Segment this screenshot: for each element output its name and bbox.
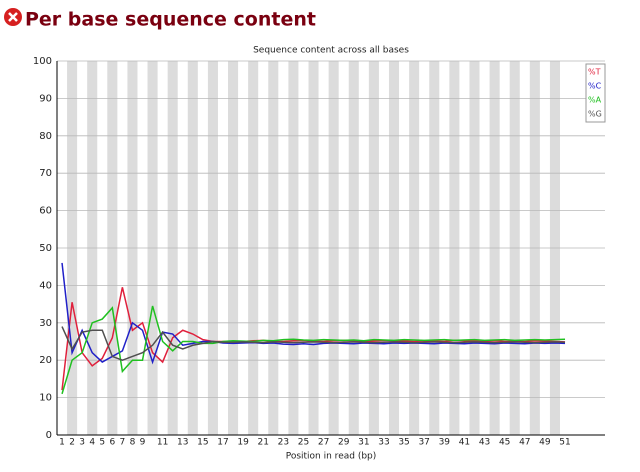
y-tick-label: 20 — [39, 355, 52, 366]
legend-entry: %C — [588, 82, 602, 91]
x-tick-label: 5 — [99, 438, 105, 448]
legend-entry: %T — [588, 68, 601, 77]
series-line — [61, 305, 566, 395]
x-tick-label: 37 — [418, 438, 429, 448]
y-tick-label: 60 — [39, 206, 52, 217]
y-tick-label: 30 — [39, 318, 52, 329]
x-tick-label: 41 — [459, 438, 470, 448]
x-tick-label: 7 — [120, 438, 126, 448]
x-tick-label: 1 — [59, 438, 65, 448]
x-tick-label: 25 — [298, 438, 309, 448]
y-tick-label: 0 — [46, 430, 52, 441]
x-tick-label: 23 — [278, 438, 289, 448]
x-tick-label: 2 — [69, 438, 75, 448]
x-tick-label: 8 — [130, 438, 136, 448]
x-tick-label: 29 — [338, 438, 350, 448]
legend-entry: %G — [588, 110, 602, 119]
x-tick-label: 11 — [157, 438, 168, 448]
legend-box — [585, 63, 606, 123]
y-tick-label: 90 — [39, 93, 52, 104]
y-tick-label: 40 — [39, 280, 52, 291]
x-tick-label: 3 — [79, 438, 85, 448]
y-tick-label: 70 — [39, 168, 52, 179]
x-tick-label: 49 — [539, 438, 551, 448]
page-title: Per base sequence content — [25, 9, 316, 31]
legend-entry: %A — [588, 96, 602, 105]
x-tick-label: 6 — [109, 438, 115, 448]
x-tick-label: 27 — [318, 438, 329, 448]
x-tick-label: 47 — [519, 438, 530, 448]
y-tick-label: 50 — [39, 243, 52, 254]
x-tick-label: 33 — [378, 438, 389, 448]
x-tick-label: 51 — [559, 438, 570, 448]
x-tick-label: 13 — [177, 438, 188, 448]
x-tick-label: 39 — [439, 438, 451, 448]
error-icon-cross — [8, 12, 18, 22]
x-tick-label: 17 — [217, 438, 228, 448]
x-tick-label: 35 — [398, 438, 409, 448]
x-axis-label: Position in read (bp) — [286, 452, 377, 462]
y-tick-label: 10 — [39, 393, 52, 404]
x-tick-label: 4 — [89, 438, 95, 448]
y-tick-label: 100 — [33, 56, 52, 67]
x-tick-label: 31 — [358, 438, 369, 448]
x-tick-label: 15 — [197, 438, 208, 448]
x-tick-label: 9 — [140, 438, 146, 448]
x-tick-label: 43 — [479, 438, 490, 448]
y-tick-label: 80 — [39, 131, 52, 142]
x-tick-label: 19 — [237, 438, 249, 448]
x-tick-label: 45 — [499, 438, 510, 448]
x-tick-label: 21 — [258, 438, 269, 448]
chart-title: Sequence content across all bases — [253, 46, 409, 56]
series-line — [61, 326, 566, 362]
